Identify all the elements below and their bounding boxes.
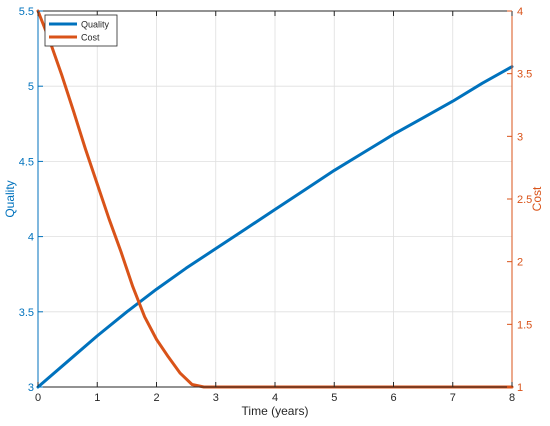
x-axis-title: Time (years) [242,404,309,418]
x-tick-label: 8 [509,392,515,404]
legend: Quality Cost [44,14,118,47]
x-tick-label: 4 [272,392,278,404]
y-left-tick-label: 5.5 [19,6,34,18]
x-tick-label: 5 [331,392,337,404]
y-left-tick-label: 3.5 [19,307,34,319]
x-tick-label: 2 [153,392,159,404]
y-left-tick-label: 4.5 [19,156,34,168]
y-right-tick-label: 1 [517,382,523,394]
legend-label-quality: Quality [81,20,110,30]
y-right-tick-label: 4 [517,6,523,18]
x-tick-label: 6 [390,392,396,404]
x-tick-label: 0 [35,392,41,404]
y-right-axis-title: Cost [530,186,544,211]
y-left-tick-label: 3 [28,382,34,394]
y-right-tick-label: 2 [517,257,523,269]
series-line-quality [36,65,514,389]
y-right-tick-label: 1.5 [517,319,532,331]
x-tick-label: 7 [450,392,456,404]
legend-box [44,14,118,47]
y-right-tick-label: 3 [517,131,523,143]
x-tick-label: 3 [213,392,219,404]
legend-label-cost: Cost [81,33,100,43]
x-tick-label: 1 [94,392,100,404]
y-left-tick-label: 5 [28,81,34,93]
y-right-tick-label: 2.5 [517,194,532,206]
grid [37,10,513,388]
y-left-tick-label: 4 [28,232,34,244]
y-right-tick-label: 3.5 [517,69,532,81]
y-left-axis-title: Quality [3,180,17,217]
